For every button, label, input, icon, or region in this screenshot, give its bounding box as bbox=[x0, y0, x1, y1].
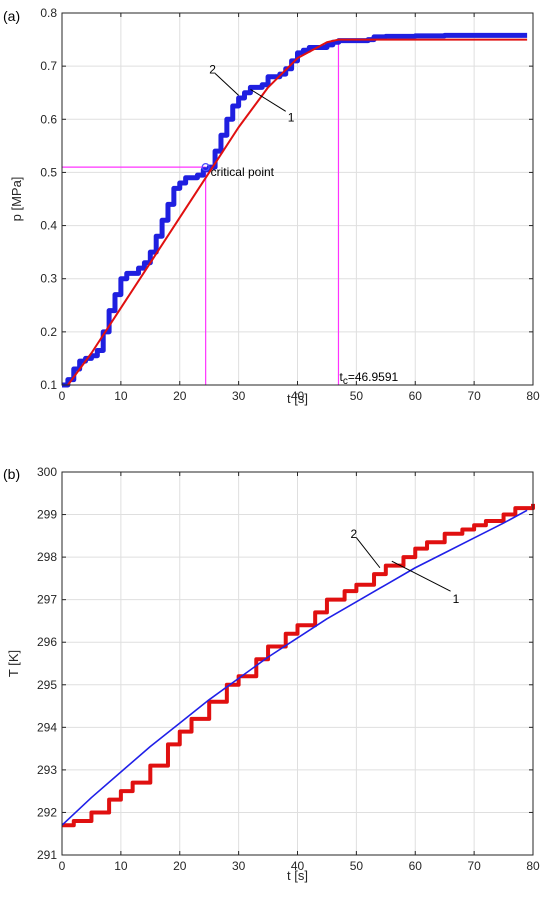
y-tick-label: 0.1 bbox=[40, 378, 57, 392]
x-axis-label: t [s] bbox=[287, 391, 308, 406]
x-tick-label: 20 bbox=[173, 859, 187, 873]
callout-leader bbox=[356, 537, 381, 569]
tc-main: t bbox=[339, 370, 343, 384]
x-tick-label: 0 bbox=[59, 859, 66, 873]
x-tick-label: 40 bbox=[291, 389, 305, 403]
x-tick-label: 80 bbox=[526, 389, 540, 403]
y-tick-label: 291 bbox=[37, 848, 57, 862]
x-tick-label: 50 bbox=[350, 859, 364, 873]
callout-label: 1 bbox=[453, 592, 460, 606]
y-tick-label: 299 bbox=[37, 508, 57, 522]
y-tick-label: 0.8 bbox=[40, 6, 57, 20]
critical-point-label: critical point bbox=[211, 165, 275, 179]
series-line-measured bbox=[62, 503, 535, 828]
x-tick-label: 0 bbox=[59, 389, 66, 403]
callout-label: 2 bbox=[350, 527, 357, 541]
x-tick-label: 60 bbox=[409, 859, 423, 873]
x-tick-label: 10 bbox=[114, 389, 128, 403]
chart-panel-0: 0 10 20 30 40 50 60 70 80 0.1 0.2 0.3 0.4 0.5 0.6 0.7 0.… bbox=[3, 6, 540, 406]
y-axis-label: p [MPa] bbox=[9, 177, 24, 222]
y-tick-label: 0.7 bbox=[40, 59, 57, 73]
callout-leader bbox=[214, 73, 239, 96]
y-tick-label: 0.6 bbox=[40, 112, 57, 126]
y-tick-label: 295 bbox=[37, 678, 57, 692]
y-tick-label: 300 bbox=[37, 465, 57, 479]
y-tick-label: 292 bbox=[37, 805, 57, 819]
tc-value: =46.9591 bbox=[348, 370, 399, 384]
x-tick-label: 50 bbox=[350, 389, 364, 403]
y-axis-label: T [K] bbox=[6, 650, 21, 677]
x-tick-label: 70 bbox=[467, 859, 481, 873]
y-tick-label: 294 bbox=[37, 720, 57, 734]
series-line-measured bbox=[62, 32, 528, 388]
y-tick-label: 0.3 bbox=[40, 272, 57, 286]
y-tick-label: 296 bbox=[37, 635, 57, 649]
x-tick-label: 60 bbox=[409, 389, 423, 403]
x-tick-label: 70 bbox=[467, 389, 481, 403]
y-tick-label: 0.5 bbox=[40, 165, 57, 179]
x-tick-label: 80 bbox=[526, 859, 540, 873]
y-tick-label: 293 bbox=[37, 763, 57, 777]
y-tick-label: 298 bbox=[37, 550, 57, 564]
x-tick-label: 20 bbox=[173, 389, 187, 403]
tc-annotation: tc=46.9591 bbox=[339, 370, 398, 387]
panel-label: (a) bbox=[3, 8, 20, 24]
y-tick-label: 0.2 bbox=[40, 325, 57, 339]
x-axis-label: t [s] bbox=[287, 868, 308, 883]
panel-label: (b) bbox=[3, 466, 20, 482]
callout-label: 1 bbox=[288, 110, 295, 124]
tc-sub: c bbox=[343, 376, 348, 387]
callout-leader bbox=[391, 560, 451, 592]
x-tick-label: 40 bbox=[291, 859, 305, 873]
critical-point-marker bbox=[201, 163, 210, 172]
callout-leader bbox=[250, 88, 286, 112]
chart-panel-1: 0 10 20 30 40 50 60 70 80 291 292 293 294 295 296 297 29… bbox=[3, 465, 540, 883]
x-tick-label: 30 bbox=[232, 389, 246, 403]
y-tick-label: 297 bbox=[37, 593, 57, 607]
callout-label: 2 bbox=[209, 62, 216, 76]
x-tick-label: 30 bbox=[232, 859, 246, 873]
series-line-fit bbox=[61, 509, 528, 826]
y-tick-label: 0.4 bbox=[40, 219, 57, 233]
series-line-fit bbox=[67, 38, 528, 386]
x-tick-label: 10 bbox=[114, 859, 128, 873]
